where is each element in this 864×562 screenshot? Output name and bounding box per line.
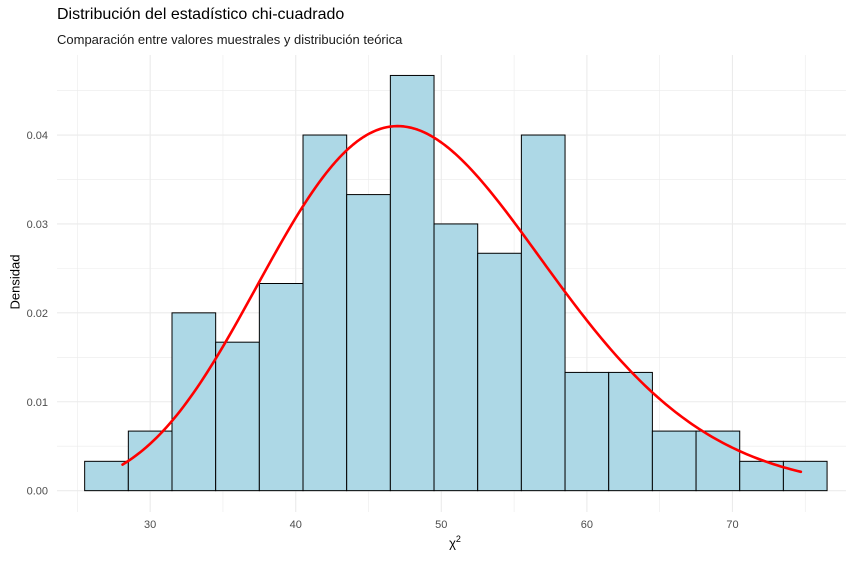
- histogram-bar: [520, 134, 566, 492]
- histogram-bar: [433, 223, 479, 492]
- y-tick-label: 0.04: [27, 130, 48, 142]
- x-tick-label: 70: [726, 519, 738, 531]
- histogram-bar: [302, 134, 348, 492]
- density-curve-group: [121, 124, 803, 474]
- histogram-bar: [127, 430, 173, 492]
- x-axis-ticks: 30 40 50 60 70: [144, 519, 739, 531]
- histogram-bar: [171, 312, 217, 492]
- chart-title: Distribución del estadístico chi-cuadrad…: [57, 6, 345, 23]
- x-tick-label: 40: [290, 519, 302, 531]
- histogram-bar: [651, 430, 697, 492]
- y-tick-label: 0.01: [27, 397, 48, 409]
- histogram-bar: [389, 74, 435, 492]
- chart-subtitle: Comparación entre valores muestrales y d…: [57, 32, 403, 47]
- histogram-bar: [477, 252, 522, 492]
- x-tick-label: 50: [435, 519, 447, 531]
- histogram-bar: [258, 283, 304, 492]
- y-axis-ticks: 0.00 0.01 0.02 0.03 0.04: [27, 130, 48, 498]
- histogram-bars: [84, 74, 828, 492]
- x-axis-label: χ2: [449, 534, 461, 550]
- histogram-bar: [782, 460, 828, 492]
- histogram-bar: [564, 371, 610, 492]
- density-curve: [121, 124, 803, 474]
- y-tick-label: 0.03: [27, 219, 48, 231]
- histogram-bar: [215, 341, 260, 492]
- histogram-bar: [84, 460, 129, 492]
- x-axis-label-superscript: 2: [455, 534, 461, 544]
- x-tick-label: 60: [581, 519, 593, 531]
- histogram-bar: [346, 194, 391, 492]
- histogram-bar: [608, 371, 653, 492]
- y-tick-label: 0.00: [27, 486, 48, 498]
- x-tick-label: 30: [144, 519, 156, 531]
- x-axis-label-base: χ: [449, 535, 456, 551]
- y-tick-label: 0.02: [27, 308, 48, 320]
